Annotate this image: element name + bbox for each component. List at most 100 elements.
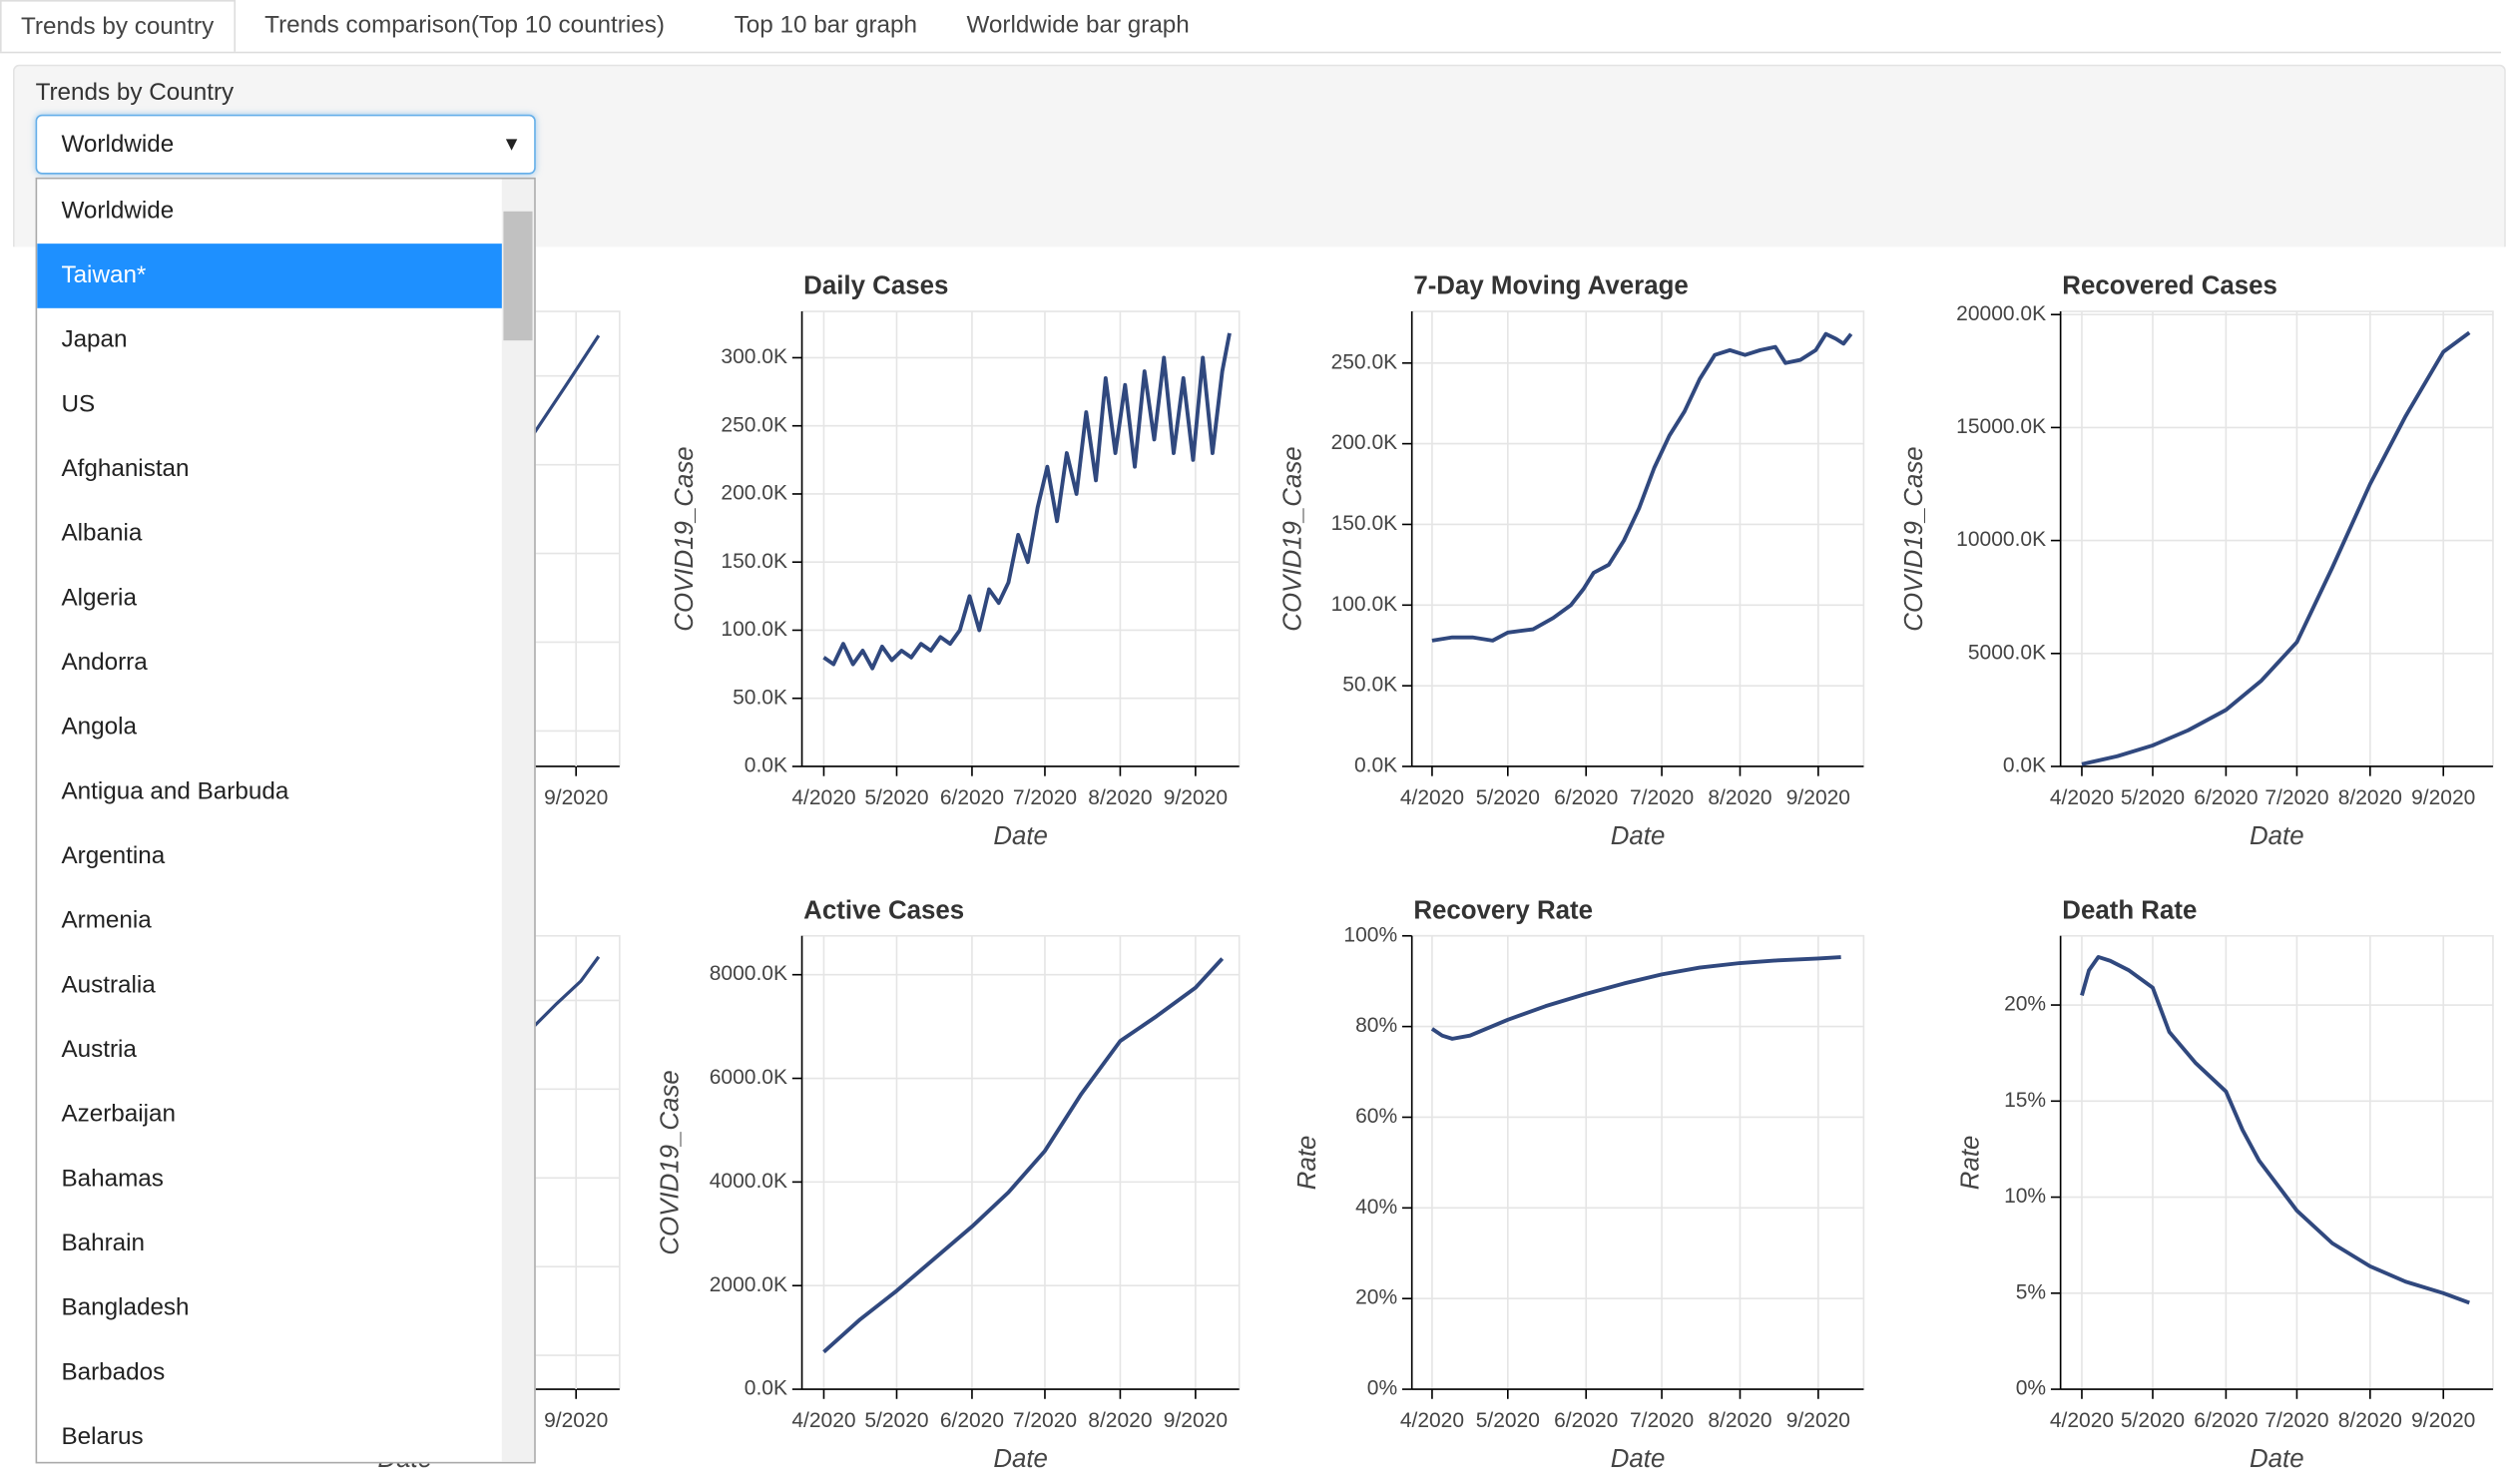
x-tick-label: 4/2020 — [2050, 786, 2114, 809]
dropdown-option[interactable]: Worldwide — [61, 197, 175, 225]
y-tick-label: 60% — [1355, 1105, 1397, 1128]
dropdown-option[interactable]: Albania — [61, 519, 143, 548]
x-tick-label: 6/2020 — [1554, 1409, 1618, 1432]
dropdown-option[interactable]: Angola — [61, 713, 137, 742]
y-tick-label: 150.0K — [721, 550, 787, 573]
chart-title: Recovery Rate — [1413, 896, 1593, 924]
x-tick-label: 7/2020 — [2264, 1409, 2328, 1432]
dropdown-option[interactable]: Taiwan* — [37, 244, 504, 308]
x-tick-label: 4/2020 — [791, 1409, 855, 1432]
x-tick-label: 9/2020 — [1164, 786, 1228, 809]
tab[interactable]: Top 10 bar graph — [734, 11, 918, 39]
country-select[interactable]: Worldwide ▼ — [35, 114, 536, 175]
scrollbar[interactable] — [501, 179, 535, 1462]
dropdown-option[interactable]: Austria — [61, 1035, 137, 1064]
y-tick-label: 6000.0K — [710, 1066, 787, 1089]
x-tick-label: 9/2020 — [1786, 786, 1850, 809]
chart-title: 7-Day Moving Average — [1413, 272, 1688, 300]
dropdown-option[interactable]: Azerbaijan — [61, 1100, 177, 1129]
y-tick-label: 5% — [2016, 1280, 2046, 1303]
y-tick-label: 40% — [1355, 1196, 1397, 1219]
y-tick-label: 0.0K — [745, 754, 787, 777]
y-axis-label: COVID19_Case — [1279, 446, 1307, 631]
x-tick-label: 5/2020 — [864, 786, 928, 809]
x-tick-label: 9/2020 — [2411, 786, 2475, 809]
chart-title: Daily Cases — [803, 272, 948, 300]
x-tick-label: 7/2020 — [1013, 1409, 1077, 1432]
x-tick-label: 7/2020 — [1013, 786, 1077, 809]
y-tick-label: 4000.0K — [710, 1170, 787, 1193]
tab[interactable]: Trends by country — [0, 0, 236, 52]
y-tick-label: 0% — [2016, 1377, 2046, 1400]
tab[interactable]: Worldwide bar graph — [966, 11, 1190, 39]
dropdown-option[interactable]: Japan — [61, 325, 128, 354]
chart-title: Active Cases — [803, 896, 964, 924]
x-axis-label: Date — [2250, 822, 2304, 850]
line-fragment — [531, 955, 601, 1030]
chart-title: Recovered Cases — [2062, 272, 2277, 300]
y-tick-label: 100.0K — [721, 618, 787, 641]
dropdown-option[interactable]: Bangladesh — [61, 1293, 190, 1322]
y-tick-label: 15% — [2004, 1089, 2046, 1112]
y-tick-label: 2000.0K — [710, 1273, 787, 1296]
x-axis-label: Date — [1611, 822, 1666, 850]
y-tick-label: 0% — [1367, 1377, 1397, 1400]
tab-divider — [0, 51, 2502, 54]
x-tick-label: 8/2020 — [2338, 1409, 2402, 1432]
dropdown-option[interactable]: Armenia — [61, 906, 152, 935]
dropdown-option[interactable]: Bahrain — [61, 1230, 146, 1257]
x-tick-label: 5/2020 — [864, 1409, 928, 1432]
x-tick-label: 9/2020 — [1786, 1409, 1850, 1432]
x-tick-label: 8/2020 — [1088, 786, 1152, 809]
x-tick-label: 4/2020 — [1400, 786, 1464, 809]
dropdown-option[interactable]: Australia — [61, 971, 156, 999]
y-tick-label: 8000.0K — [710, 962, 787, 985]
x-axis-label: Date — [1611, 1445, 1666, 1473]
chart-title: Death Rate — [2062, 896, 2197, 924]
y-axis-label: Rate — [1957, 1136, 1985, 1191]
y-tick-label: 300.0K — [721, 345, 787, 368]
y-tick-label: 20% — [1355, 1286, 1397, 1309]
dropdown-option[interactable]: Bahamas — [61, 1165, 164, 1193]
dropdown-option[interactable]: Andorra — [61, 648, 148, 677]
y-tick-label: 250.0K — [721, 413, 787, 436]
tab[interactable]: Trends comparison(Top 10 countries) — [264, 11, 665, 39]
y-tick-label: 80% — [1355, 1014, 1397, 1037]
x-tick-label: 5/2020 — [2121, 1409, 2185, 1432]
y-tick-label: 15000.0K — [1956, 415, 2046, 438]
data-line — [1430, 955, 1841, 1041]
y-axis-label: COVID19_Case — [656, 1070, 684, 1254]
y-tick-label: 150.0K — [1331, 512, 1398, 535]
y-tick-label: 20000.0K — [1956, 302, 2046, 325]
y-tick-label: 20% — [2004, 993, 2046, 1016]
y-tick-label: 10% — [2004, 1185, 2046, 1208]
y-tick-label: 0.0K — [1354, 754, 1397, 777]
y-tick-label: 100.0K — [1331, 593, 1398, 616]
dropdown-option[interactable]: Afghanistan — [61, 454, 190, 483]
x-tick-label: 8/2020 — [1088, 1409, 1152, 1432]
dropdown-option[interactable]: Argentina — [61, 841, 166, 870]
y-axis-label: Rate — [1293, 1136, 1321, 1191]
dropdown-option[interactable]: US — [61, 390, 96, 418]
x-tick-label: 9/2020 — [2411, 1409, 2475, 1432]
dropdown-option[interactable]: Belarus — [61, 1423, 144, 1451]
dropdown-label: Trends by Country — [35, 79, 235, 107]
x-tick-label: 8/2020 — [1708, 1409, 1771, 1432]
plot-frame — [1410, 310, 1865, 767]
y-tick-label: 100% — [1343, 923, 1397, 946]
dropdown-option[interactable]: Barbados — [61, 1358, 166, 1386]
scroll-thumb[interactable] — [503, 211, 533, 341]
dropdown-option[interactable]: Antigua and Barbuda — [61, 777, 289, 805]
dropdown-option[interactable]: Algeria — [61, 584, 137, 612]
x-tick-label: 6/2020 — [940, 786, 1004, 809]
x-tick-label: 9/2020 — [544, 1409, 608, 1432]
x-tick-label: 7/2020 — [1630, 1409, 1694, 1432]
y-axis-label: COVID19_Case — [671, 446, 699, 631]
y-tick-label: 200.0K — [721, 482, 787, 505]
x-tick-label: 8/2020 — [2338, 786, 2402, 809]
x-axis-label: Date — [2250, 1445, 2304, 1473]
y-tick-label: 200.0K — [1331, 431, 1398, 454]
